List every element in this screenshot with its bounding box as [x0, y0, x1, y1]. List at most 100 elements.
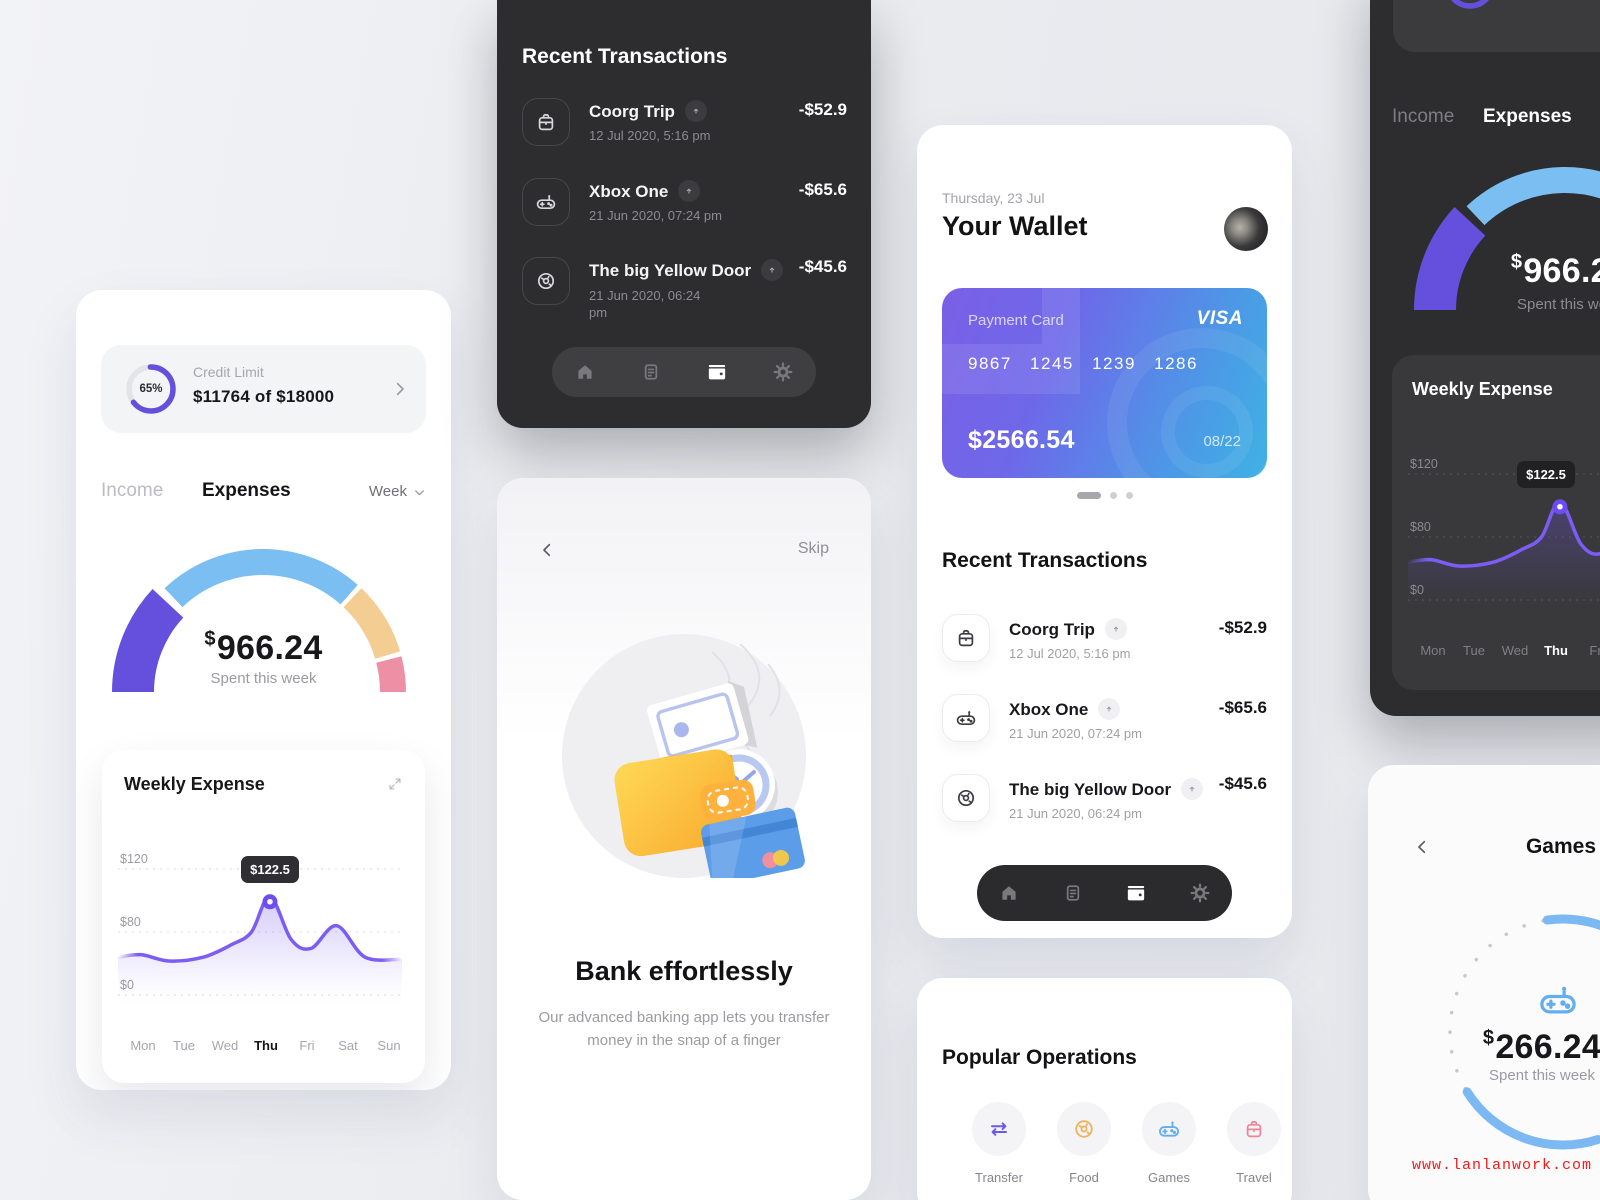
day-label[interactable]: Mon: [1420, 643, 1446, 658]
tx-name: Xbox One: [1009, 700, 1089, 719]
recent-transactions-title: Recent Transactions: [942, 549, 1148, 572]
y-label-80: $80: [1410, 520, 1431, 534]
weekly-expense-card: Weekly Expense $120 $80 $0 $122.5 Mon Tu…: [1392, 355, 1600, 690]
op-transfer-button[interactable]: [972, 1102, 1026, 1156]
popular-operations-title: Popular Operations: [942, 1046, 1137, 1069]
home-icon[interactable]: [574, 361, 596, 383]
tx-date: 21 Jun 2020, 06:24 pm: [1009, 806, 1142, 821]
carousel-dots[interactable]: [917, 492, 1292, 499]
games-spend-caption: Spent this week: [1489, 1067, 1595, 1084]
op-label: Travel: [1236, 1170, 1272, 1185]
wallet-icon[interactable]: [1125, 882, 1147, 904]
wallet-icon[interactable]: [706, 361, 728, 383]
tab-income[interactable]: Income: [101, 480, 164, 501]
arrow-up-icon: [1181, 778, 1204, 800]
op-travel-button[interactable]: [1227, 1102, 1281, 1156]
tx-amount: -$45.6: [1218, 774, 1267, 793]
gear-icon[interactable]: [772, 361, 794, 383]
credit-limit-card[interactable]: 65% Credit Limit $11764 of $18000: [101, 345, 426, 433]
onboarding-title: Bank effortlessly: [575, 956, 793, 986]
bottom-nav: [977, 865, 1232, 921]
wallet-phone-panel: Thursday, 23 Jul Your Wallet Payment Car…: [917, 125, 1292, 938]
card-expiry: 08/22: [1203, 433, 1241, 450]
back-chevron-icon[interactable]: [1412, 837, 1432, 857]
dot-active[interactable]: [1076, 492, 1101, 499]
dot[interactable]: [1109, 492, 1117, 499]
popular-operations-panel: Popular Operations Transfer Food Games T…: [917, 978, 1292, 1200]
spend-gauge: [1414, 167, 1600, 311]
visa-logo: VISA: [1196, 308, 1243, 329]
dot[interactable]: [1125, 492, 1133, 499]
day-label[interactable]: Wed: [1501, 643, 1529, 658]
receipt-icon[interactable]: [640, 361, 662, 383]
credit-limit-card[interactable]: Credit Limit 65% $11764 of $18000: [1393, 0, 1600, 52]
day-label[interactable]: Mon: [130, 1038, 156, 1053]
recent-transactions-title: Recent Transactions: [522, 45, 728, 68]
day-label[interactable]: Wed: [211, 1038, 239, 1053]
op-games-button[interactable]: [1142, 1102, 1196, 1156]
weekly-expense-title: Weekly Expense: [1412, 379, 1553, 399]
tab-income[interactable]: Income: [1392, 106, 1455, 127]
tx-amount: -$45.6: [798, 257, 847, 276]
controller-icon: [1535, 977, 1581, 1023]
y-label-80: $80: [120, 915, 141, 929]
tx-name: Coorg Trip: [589, 102, 675, 121]
date-label: Thursday, 23 Jul: [942, 190, 1045, 206]
arrow-up-icon: [1104, 618, 1127, 640]
games-spend-amount: $266.24: [1482, 1027, 1600, 1066]
credit-progress-ring: 65%: [123, 361, 179, 417]
spend-caption: Spent this week: [1517, 296, 1600, 313]
skip-button[interactable]: Skip: [797, 540, 829, 557]
spend-gauge: [112, 549, 406, 693]
payment-card[interactable]: Payment Card VISA 9867 1245 1239 1286 $2…: [942, 288, 1267, 478]
tx-date: 12 Jul 2020, 5:16 pm: [1009, 646, 1131, 661]
back-chevron-icon[interactable]: [537, 540, 557, 560]
page-title: Your Wallet: [942, 211, 1088, 241]
chevron-right-icon[interactable]: [390, 379, 410, 399]
tx-date: 21 Jun 2020, 06:24 pm: [589, 288, 701, 320]
donut-icon: [522, 257, 570, 305]
period-dropdown[interactable]: Week: [369, 483, 407, 500]
banknote: [647, 681, 758, 767]
games-progress-ring: [1448, 914, 1600, 1150]
tx-amount: -$52.9: [1218, 618, 1267, 637]
expand-icon[interactable]: [387, 776, 403, 792]
gear-icon[interactable]: [1189, 882, 1211, 904]
op-label: Transfer: [975, 1170, 1023, 1185]
day-label[interactable]: Tue: [173, 1038, 195, 1053]
op-food-button[interactable]: [1057, 1102, 1111, 1156]
onboarding-panel: Skip: [497, 478, 871, 1200]
day-label[interactable]: Sat: [338, 1038, 358, 1053]
credit-limit-value: $11764 of $18000: [1519, 0, 1600, 2]
day-label[interactable]: Fri: [299, 1038, 315, 1053]
day-label[interactable]: Sun: [377, 1038, 401, 1053]
tab-expenses[interactable]: Expenses: [202, 480, 291, 501]
day-label[interactable]: Tue: [1463, 643, 1485, 658]
day-label-active[interactable]: Thu: [254, 1038, 278, 1053]
donut-icon: [942, 774, 990, 822]
period-label: Week: [368, 483, 407, 500]
controller-icon: [522, 178, 570, 226]
bottom-nav: [552, 347, 816, 397]
tx-amount: -$65.6: [798, 180, 847, 199]
dashboard-dark-panel: Credit Limit 65% $11764 of $18000 Income…: [1370, 0, 1600, 716]
weekly-expense-card: Weekly Expense $120 $80 $0 $122.5 Mon Tu…: [102, 750, 425, 1083]
receipt-icon[interactable]: [1062, 882, 1084, 904]
games-title: Games: [1525, 835, 1597, 858]
avatar[interactable]: [1224, 207, 1268, 251]
watermark-link[interactable]: www.lanlanwork.com: [1412, 1157, 1593, 1174]
tab-expenses[interactable]: Expenses: [1483, 106, 1572, 127]
home-icon[interactable]: [998, 882, 1020, 904]
tx-name: Xbox One: [589, 182, 669, 201]
credit-percent: 65%: [1442, 0, 1498, 12]
tx-name: Coorg Trip: [1009, 620, 1095, 639]
day-label-active[interactable]: Thu: [1544, 643, 1568, 658]
suitcase-icon: [522, 98, 570, 146]
tx-date: 21 Jun 2020, 07:24 pm: [1009, 726, 1142, 741]
tx-date: 21 Jun 2020, 07:24 pm: [589, 208, 722, 223]
card-label: Payment Card: [968, 312, 1064, 329]
spend-caption: Spent this week: [210, 670, 317, 687]
spend-amount: $966.24: [1510, 251, 1600, 290]
day-label[interactable]: Fri: [1589, 643, 1600, 658]
